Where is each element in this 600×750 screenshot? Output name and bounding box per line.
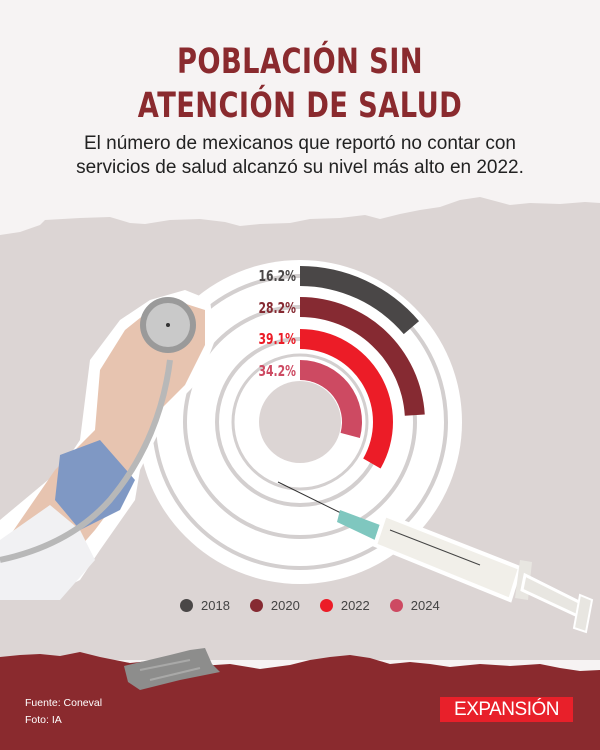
stethoscope-illustration bbox=[0, 290, 215, 600]
photo-credit: Foto: IA bbox=[25, 714, 62, 726]
subtitle-line-2: servicios de salud alcanzó su nivel más … bbox=[76, 157, 524, 178]
legend-label: 2020 bbox=[270, 598, 300, 613]
tape bbox=[124, 648, 220, 690]
radial-bar-2020 bbox=[300, 297, 425, 416]
inner-disc bbox=[259, 381, 341, 463]
chart-legend: 2018 2020 2022 2024 bbox=[180, 598, 460, 613]
legend-item-2022: 2022 bbox=[319, 598, 370, 613]
legend-item-2020: 2020 bbox=[249, 598, 300, 613]
subtitle-line-1: El número de mexicanos que reportó no co… bbox=[84, 133, 516, 154]
title-line-2: ATENCIÓN DE SALUD bbox=[137, 86, 463, 126]
radial-bar-2024 bbox=[300, 360, 362, 439]
source-credit: Fuente: Coneval bbox=[25, 697, 103, 709]
radial-bar-2018 bbox=[300, 266, 420, 335]
value-label-2020: 28.2% bbox=[258, 299, 296, 317]
value-label-2022: 39.1% bbox=[258, 330, 296, 348]
expansion-logo: EXPANSIÓN bbox=[440, 697, 573, 722]
radial-bars bbox=[300, 266, 425, 469]
page-title: POBLACIÓN SIN ATENCIÓN DE SALUD bbox=[66, 40, 534, 128]
title-line-1: POBLACIÓN SIN bbox=[176, 42, 424, 82]
legend-label: 2018 bbox=[201, 598, 230, 613]
subtitle: El número de mexicanos que reportó no co… bbox=[0, 132, 600, 180]
legend-dot-icon bbox=[180, 599, 193, 612]
legend-dot-icon bbox=[249, 599, 263, 612]
legend-label: 2022 bbox=[340, 598, 370, 613]
value-label-2024: 34.2% bbox=[258, 362, 296, 380]
legend-dot-icon bbox=[319, 599, 333, 612]
syringe-illustration bbox=[277, 481, 594, 634]
legend-dot-icon bbox=[389, 599, 403, 612]
radial-bar-2022 bbox=[300, 329, 393, 469]
legend-label: 2024 bbox=[410, 598, 440, 613]
legend-item-2024: 2024 bbox=[389, 598, 440, 613]
value-label-2018: 16.2% bbox=[258, 267, 296, 285]
legend-item-2018: 2018 bbox=[180, 598, 230, 613]
guide-ring bbox=[231, 353, 369, 491]
